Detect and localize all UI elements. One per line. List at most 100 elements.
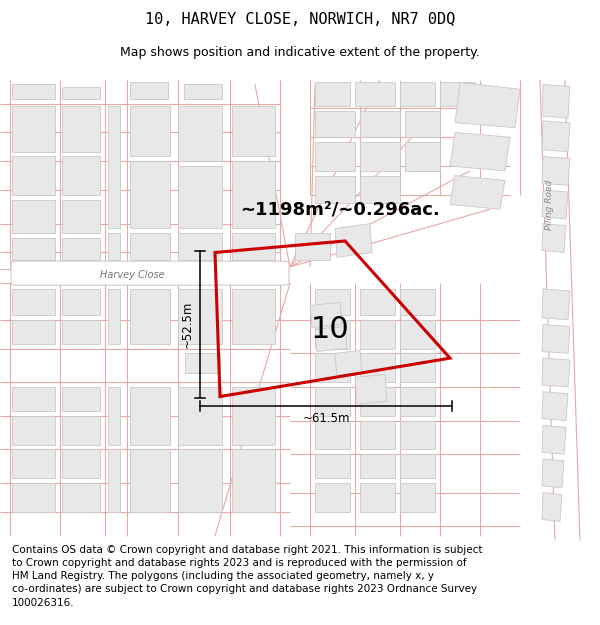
Polygon shape [360,176,400,203]
Polygon shape [12,156,55,195]
Polygon shape [335,224,372,258]
Text: 10: 10 [311,315,349,344]
Polygon shape [108,289,120,344]
Polygon shape [400,483,435,512]
Polygon shape [232,106,275,156]
Polygon shape [360,320,395,349]
Polygon shape [130,233,170,260]
Polygon shape [232,449,275,512]
Polygon shape [184,84,222,99]
Polygon shape [295,233,330,260]
Polygon shape [62,289,100,315]
Polygon shape [542,358,570,387]
Text: ~61.5m: ~61.5m [302,412,350,425]
Polygon shape [315,326,347,351]
Polygon shape [360,387,395,416]
Polygon shape [542,84,570,118]
Polygon shape [12,238,55,260]
Polygon shape [542,289,570,320]
Polygon shape [62,387,100,411]
Polygon shape [62,449,100,478]
Polygon shape [62,320,100,344]
Polygon shape [310,302,342,328]
Polygon shape [12,387,55,411]
Polygon shape [108,106,120,229]
Polygon shape [355,374,387,404]
Polygon shape [178,387,222,444]
Polygon shape [12,106,55,152]
Polygon shape [62,88,100,99]
Polygon shape [232,233,275,260]
Polygon shape [542,156,570,185]
Polygon shape [62,238,100,260]
Polygon shape [62,199,100,233]
Polygon shape [130,82,168,99]
Polygon shape [360,289,395,315]
Polygon shape [12,84,55,99]
Polygon shape [440,82,475,106]
Text: Map shows position and indicative extent of the property.: Map shows position and indicative extent… [120,46,480,59]
Polygon shape [315,111,355,138]
Text: 10, HARVEY CLOSE, NORWICH, NR7 0DQ: 10, HARVEY CLOSE, NORWICH, NR7 0DQ [145,12,455,27]
Polygon shape [400,289,435,315]
Text: ~1198m²/~0.296ac.: ~1198m²/~0.296ac. [240,200,440,218]
Polygon shape [360,483,395,512]
Polygon shape [450,132,510,171]
Polygon shape [315,176,355,203]
Polygon shape [315,142,355,171]
Polygon shape [62,416,100,444]
Polygon shape [542,459,564,488]
Polygon shape [360,454,395,478]
Polygon shape [542,426,566,454]
Polygon shape [455,82,520,127]
Polygon shape [315,421,350,449]
Polygon shape [315,82,350,106]
Polygon shape [178,233,222,260]
Polygon shape [360,353,395,382]
Polygon shape [232,387,275,444]
Polygon shape [12,199,55,233]
Polygon shape [315,353,350,382]
Polygon shape [12,449,55,478]
FancyBboxPatch shape [11,261,289,285]
Text: ~52.5m: ~52.5m [181,301,193,348]
Polygon shape [12,483,55,512]
Polygon shape [108,387,120,444]
Polygon shape [400,82,435,106]
Text: Harvey Close: Harvey Close [100,269,164,279]
Polygon shape [315,289,350,315]
Polygon shape [12,416,55,444]
Polygon shape [400,353,435,382]
Polygon shape [360,111,400,138]
Polygon shape [62,483,100,512]
Polygon shape [108,449,120,512]
Polygon shape [178,166,222,229]
Polygon shape [130,449,170,512]
Polygon shape [355,82,395,106]
Polygon shape [232,161,275,229]
Polygon shape [542,190,568,219]
Polygon shape [315,483,350,512]
Polygon shape [130,289,170,344]
Polygon shape [542,492,562,521]
Polygon shape [130,106,170,156]
Polygon shape [62,156,100,195]
Polygon shape [405,142,440,171]
Polygon shape [400,387,435,416]
Polygon shape [12,289,55,315]
Polygon shape [542,224,566,253]
Polygon shape [232,289,275,344]
Polygon shape [400,421,435,449]
Polygon shape [542,392,568,421]
Polygon shape [12,320,55,344]
Polygon shape [405,111,440,138]
Polygon shape [185,353,220,372]
Polygon shape [400,320,435,349]
Polygon shape [178,289,222,344]
Polygon shape [130,161,170,229]
Polygon shape [178,106,222,161]
Polygon shape [360,421,395,449]
Polygon shape [335,351,362,376]
Polygon shape [315,454,350,478]
Text: Contains OS data © Crown copyright and database right 2021. This information is : Contains OS data © Crown copyright and d… [12,545,482,608]
